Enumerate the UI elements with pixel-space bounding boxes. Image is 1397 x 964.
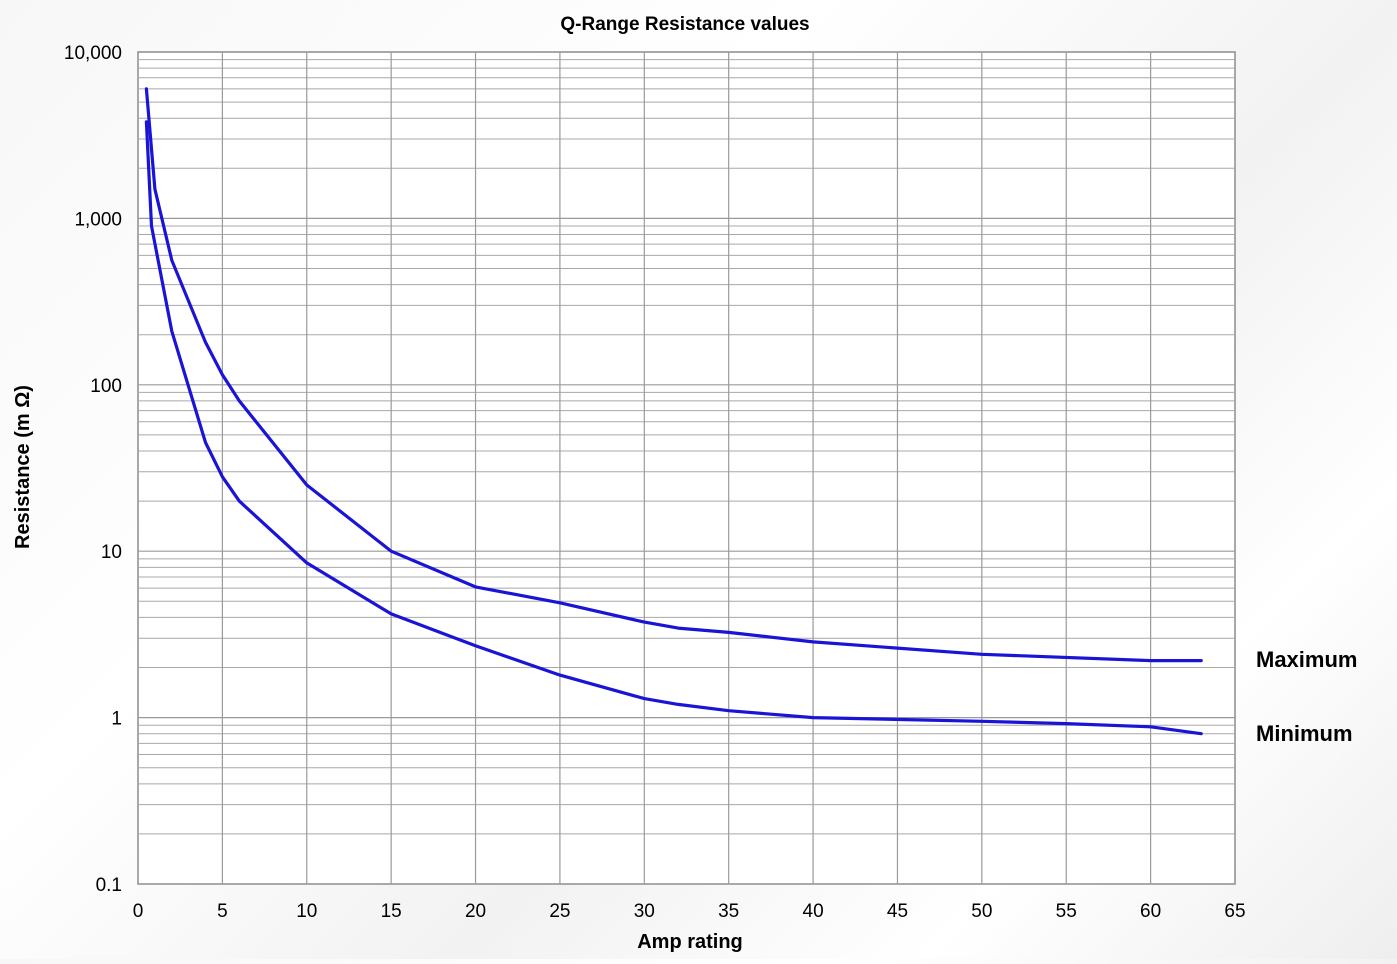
x-tick-label: 40 [803,901,824,922]
x-tick-label: 25 [549,901,570,922]
y-tick-label: 10,000 [64,43,122,64]
y-axis-label: Resistance (m Ω) [12,385,34,549]
grid [137,51,1236,885]
x-axis-label: Amp rating [637,931,743,953]
x-tick-label: 20 [465,901,486,922]
y-tick-label: 10 [101,542,122,563]
x-tick-label: 0 [133,901,144,922]
x-tick-label: 55 [1056,901,1077,922]
y-tick-label: 0.1 [96,875,122,896]
series-label-minimum: Minimum [1256,721,1353,746]
series-line-maximum [144,87,1203,663]
y-tick-label: 100 [90,376,122,397]
y-tick-labels: 0.1 1 10 100 1,000 10,000 [64,43,122,896]
x-tick-label: 45 [887,901,908,922]
y-tick-label: 1 [111,709,122,730]
chart-title: Q-Range Resistance values [560,14,809,35]
y-tick-label: 1,000 [74,209,122,230]
x-tick-label: 35 [718,901,739,922]
x-tick-label: 30 [634,901,655,922]
plot-area [137,51,1236,885]
x-tick-label: 60 [1140,901,1161,922]
x-tick-label: 5 [217,901,228,922]
x-tick-label: 65 [1224,901,1245,922]
x-tick-labels: 0 5 10 15 20 25 30 35 40 45 50 55 60 65 [133,901,1246,922]
series-lines [144,87,1203,736]
x-tick-label: 10 [296,901,317,922]
series-line-minimum [144,120,1203,736]
series-label-maximum: Maximum [1256,647,1357,672]
x-tick-label: 15 [381,901,402,922]
x-tick-label: 50 [971,901,992,922]
